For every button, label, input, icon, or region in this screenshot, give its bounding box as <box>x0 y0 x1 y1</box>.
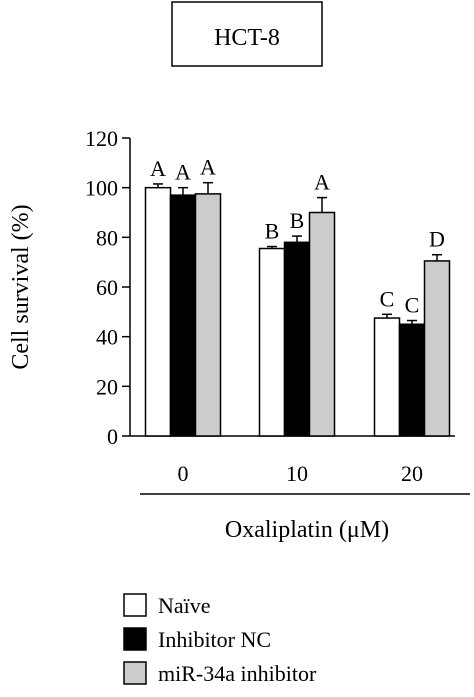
x-tick-label: 10 <box>286 461 308 486</box>
x-axis-label: Oxaliplatin (μM) <box>225 517 389 543</box>
significance-label: B <box>265 219 280 244</box>
bar <box>373 317 401 437</box>
y-tick-label: 20 <box>96 374 118 399</box>
significance-label: B <box>290 208 305 233</box>
bar <box>144 186 172 437</box>
legend-label: Inhibitor NC <box>158 627 271 652</box>
bar <box>308 211 336 437</box>
x-tick-label: 0 <box>178 461 189 486</box>
legend: Naïve Inhibitor NC miR-34a inhibitor <box>123 593 317 686</box>
y-axis-label: Cell survival (%) <box>8 204 34 369</box>
y-tick-label: 120 <box>85 126 118 151</box>
significance-label: A <box>175 160 191 185</box>
significance-label: C <box>405 293 420 318</box>
title-box <box>171 1 323 67</box>
bar <box>423 260 451 437</box>
significance-label: A <box>200 155 216 180</box>
y-tick-label: 40 <box>96 325 118 350</box>
legend-swatch <box>123 593 147 617</box>
chart-title: HCT-8 <box>214 25 280 51</box>
bar <box>283 241 311 437</box>
bar <box>398 323 426 437</box>
significance-label: D <box>429 227 445 252</box>
bar <box>169 194 197 437</box>
data-labels: A A AB BAC CD <box>150 155 445 318</box>
y-tick-label: 80 <box>96 225 118 250</box>
y-tick-label: 100 <box>85 176 118 201</box>
significance-label: A <box>150 156 166 181</box>
x-tick-label: 20 <box>401 461 423 486</box>
bars <box>144 181 451 437</box>
axes: 0 20 40 60 80 100 120 0 10 20 <box>85 126 470 495</box>
legend-label: miR-34a inhibitor <box>158 661 317 686</box>
bar <box>258 247 286 437</box>
significance-label: C <box>380 286 395 311</box>
significance-label: A <box>314 170 330 195</box>
legend-label: Naïve <box>158 593 211 618</box>
legend-swatch <box>123 661 147 685</box>
y-tick-label: 0 <box>107 424 118 449</box>
legend-swatch <box>123 627 147 651</box>
bar <box>194 193 222 437</box>
y-tick-label: 60 <box>96 275 118 300</box>
